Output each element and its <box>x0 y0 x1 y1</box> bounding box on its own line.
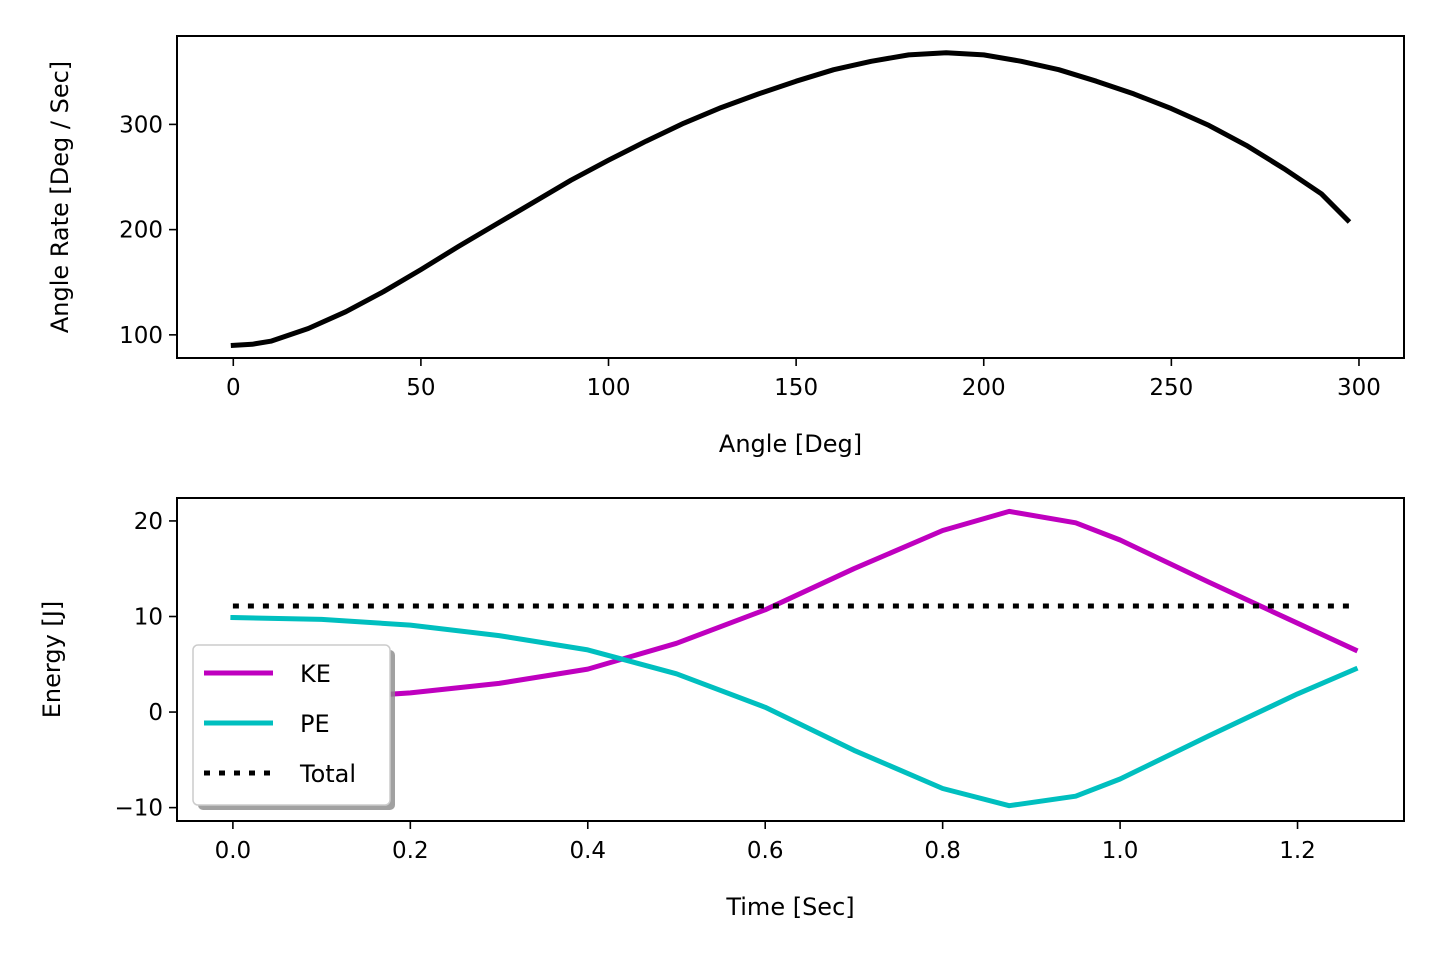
x-tick-label: 1.2 <box>1279 838 1316 864</box>
legend-label-total: Total <box>299 760 356 788</box>
y-tick-label: 100 <box>119 323 163 349</box>
legend-box <box>192 644 391 806</box>
x-tick-label: 250 <box>1149 375 1193 401</box>
series-line-ke <box>230 508 1359 704</box>
x-tick-label: 150 <box>774 375 818 401</box>
x-tick-label: 300 <box>1337 375 1381 401</box>
x-tick-label: 0.4 <box>569 838 606 864</box>
x-tick-label: 0.0 <box>215 838 252 864</box>
chart-angle-rate: 0 50 100 150 200 250 300 100 200 300 Angle [Deg] An… <box>46 35 1405 458</box>
y-axis-label: Energy [J] <box>38 601 66 718</box>
x-tick-label: 50 <box>406 375 435 401</box>
axes-frame <box>176 35 1405 359</box>
x-axis-label: Time [Sec] <box>725 893 854 921</box>
series-line-pe <box>230 614 1359 809</box>
axes-frame <box>176 497 1405 822</box>
x-tick-label: 0 <box>226 375 241 401</box>
y-tick-label: 10 <box>134 604 163 630</box>
y-axis-label: Angle Rate [Deg / Sec] <box>46 61 74 333</box>
chart-energy: 0.0 0.2 0.4 0.6 0.8 1.0 1.2 −10 0 10 20 Time [Sec] E… <box>38 497 1405 921</box>
legend-label-pe: PE <box>300 710 330 738</box>
y-tick-label: 20 <box>134 509 163 535</box>
y-tick-label: 0 <box>148 700 163 726</box>
y-tick-label: 300 <box>119 112 163 138</box>
x-tick-label: 1.0 <box>1102 838 1139 864</box>
x-tick-label: 0.2 <box>392 838 429 864</box>
x-axis-label: Angle [Deg] <box>719 430 862 458</box>
y-tick-label: 200 <box>119 218 163 244</box>
x-tick-label: 0.6 <box>747 838 784 864</box>
x-tick-label: 100 <box>587 375 631 401</box>
series-line-chart0-0 <box>230 50 1352 349</box>
x-tick-label: 0.8 <box>924 838 961 864</box>
x-tick-label: 200 <box>962 375 1006 401</box>
legend-label-ke: KE <box>300 660 331 688</box>
y-tick-label: −10 <box>114 796 163 822</box>
